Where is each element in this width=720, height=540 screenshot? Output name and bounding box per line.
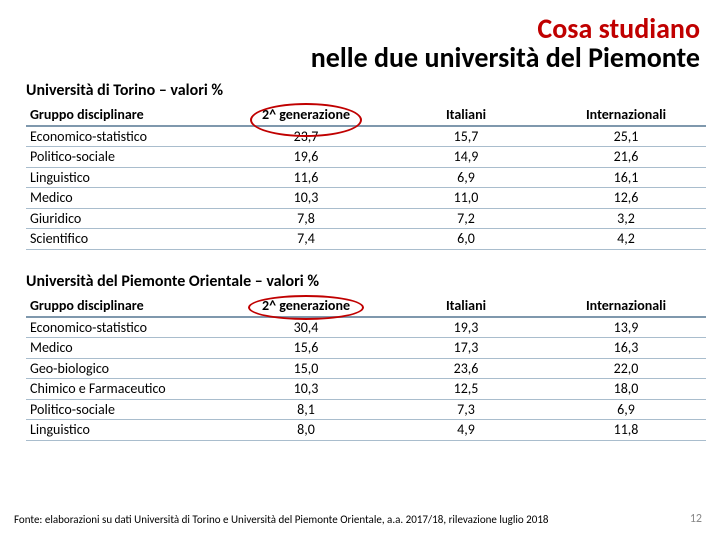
column-header: 2^ generazione	[226, 104, 386, 126]
table-torino: Gruppo disciplinare2^ generazioneItalian…	[26, 104, 706, 250]
row-value: 19,6	[226, 147, 386, 168]
table-row: Giuridico7,87,23,2	[26, 208, 706, 229]
row-label: Economico-statistico	[26, 126, 226, 147]
table1-caption: Università di Torino – valori %	[26, 81, 700, 100]
table2-caption: Università del Piemonte Orientale – valo…	[26, 272, 700, 291]
row-value: 4,9	[386, 420, 546, 441]
row-value: 12,5	[386, 379, 546, 400]
row-value: 3,2	[546, 208, 706, 229]
row-value: 16,1	[546, 167, 706, 188]
row-value: 7,2	[386, 208, 546, 229]
row-value: 13,9	[546, 317, 706, 338]
row-value: 6,0	[386, 229, 546, 250]
source-footnote: Fonte: elaborazioni su dati Università d…	[14, 513, 548, 526]
column-header: Gruppo disciplinare	[26, 295, 226, 317]
column-header: Italiani	[386, 104, 546, 126]
row-value: 11,6	[226, 167, 386, 188]
row-value: 8,0	[226, 420, 386, 441]
row-value: 7,8	[226, 208, 386, 229]
table-row: Chimico e Farmaceutico10,312,518,0	[26, 379, 706, 400]
table2-header-row: Gruppo disciplinare2^ generazioneItalian…	[26, 295, 706, 317]
table-row: Politico-sociale19,614,921,6	[26, 147, 706, 168]
row-value: 19,3	[386, 317, 546, 338]
row-value: 11,0	[386, 188, 546, 209]
row-value: 10,3	[226, 188, 386, 209]
slide-title: Cosa studiano nelle due università del P…	[20, 14, 700, 73]
row-value: 16,3	[546, 338, 706, 359]
row-value: 18,0	[546, 379, 706, 400]
row-label: Chimico e Farmaceutico	[26, 379, 226, 400]
column-header: Gruppo disciplinare	[26, 104, 226, 126]
table-row: Medico10,311,012,6	[26, 188, 706, 209]
table-row: Politico-sociale8,17,36,9	[26, 399, 706, 420]
table1-header-row: Gruppo disciplinare2^ generazioneItalian…	[26, 104, 706, 126]
table-row: Medico15,617,316,3	[26, 338, 706, 359]
row-value: 23,7	[226, 126, 386, 147]
row-label: Medico	[26, 188, 226, 209]
row-value: 14,9	[386, 147, 546, 168]
row-value: 8,1	[226, 399, 386, 420]
slide: Cosa studiano nelle due università del P…	[0, 0, 720, 540]
row-label: Linguistico	[26, 420, 226, 441]
row-value: 12,6	[546, 188, 706, 209]
row-label: Giuridico	[26, 208, 226, 229]
row-value: 6,9	[386, 167, 546, 188]
row-label: Politico-sociale	[26, 147, 226, 168]
row-value: 7,3	[386, 399, 546, 420]
table-upo: Gruppo disciplinare2^ generazioneItalian…	[26, 295, 706, 441]
row-value: 15,6	[226, 338, 386, 359]
row-value: 22,0	[546, 358, 706, 379]
row-value: 6,9	[546, 399, 706, 420]
table-row: Scientifico7,46,04,2	[26, 229, 706, 250]
row-value: 4,2	[546, 229, 706, 250]
row-label: Scientifico	[26, 229, 226, 250]
row-label: Economico-statistico	[26, 317, 226, 338]
table-row: Geo-biologico15,023,622,0	[26, 358, 706, 379]
row-value: 23,6	[386, 358, 546, 379]
page-number: 12	[690, 512, 702, 526]
table-row: Economico-statistico23,715,725,1	[26, 126, 706, 147]
row-value: 30,4	[226, 317, 386, 338]
column-header: 2^ generazione	[226, 295, 386, 317]
row-label: Politico-sociale	[26, 399, 226, 420]
row-value: 17,3	[386, 338, 546, 359]
row-value: 10,3	[226, 379, 386, 400]
table-row: Linguistico8,04,911,8	[26, 420, 706, 441]
column-header: Internazionali	[546, 104, 706, 126]
row-value: 11,8	[546, 420, 706, 441]
row-value: 15,7	[386, 126, 546, 147]
title-line-2: nelle due università del Piemonte	[311, 40, 700, 75]
column-header: Italiani	[386, 295, 546, 317]
table-row: Economico-statistico30,419,313,9	[26, 317, 706, 338]
row-value: 7,4	[226, 229, 386, 250]
row-label: Medico	[26, 338, 226, 359]
column-header: Internazionali	[546, 295, 706, 317]
table-row: Linguistico11,66,916,1	[26, 167, 706, 188]
row-value: 25,1	[546, 126, 706, 147]
row-label: Linguistico	[26, 167, 226, 188]
row-value: 15,0	[226, 358, 386, 379]
row-label: Geo-biologico	[26, 358, 226, 379]
row-value: 21,6	[546, 147, 706, 168]
